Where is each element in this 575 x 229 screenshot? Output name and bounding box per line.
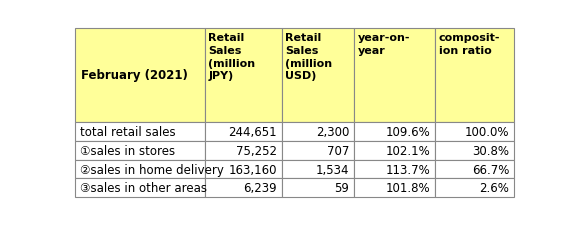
Text: February (2021): February (2021) xyxy=(81,69,187,82)
Text: 101.8%: 101.8% xyxy=(386,182,431,195)
Text: 163,160: 163,160 xyxy=(229,163,277,176)
Bar xyxy=(282,141,354,160)
Bar xyxy=(354,179,435,198)
Bar xyxy=(205,141,282,160)
Bar xyxy=(282,29,354,122)
Text: 100.0%: 100.0% xyxy=(465,125,509,138)
Text: 75,252: 75,252 xyxy=(236,144,277,157)
Text: 109.6%: 109.6% xyxy=(386,125,431,138)
Text: 113.7%: 113.7% xyxy=(386,163,431,176)
Text: 30.8%: 30.8% xyxy=(473,144,509,157)
Bar xyxy=(205,29,282,122)
Bar xyxy=(354,160,435,179)
Bar xyxy=(435,122,514,141)
Bar xyxy=(435,160,514,179)
Bar xyxy=(75,29,205,122)
Bar xyxy=(75,179,205,198)
Text: 1,534: 1,534 xyxy=(316,163,350,176)
Text: total retail sales: total retail sales xyxy=(80,125,175,138)
Text: ③sales in other areas: ③sales in other areas xyxy=(80,182,207,195)
Bar xyxy=(205,122,282,141)
Text: 2.6%: 2.6% xyxy=(480,182,509,195)
Bar xyxy=(435,29,514,122)
Text: 59: 59 xyxy=(335,182,350,195)
Text: 244,651: 244,651 xyxy=(228,125,277,138)
Bar xyxy=(75,141,205,160)
Bar xyxy=(282,160,354,179)
Bar xyxy=(282,122,354,141)
Bar xyxy=(354,141,435,160)
Text: 707: 707 xyxy=(327,144,350,157)
Bar xyxy=(354,29,435,122)
Text: 2,300: 2,300 xyxy=(316,125,350,138)
Bar xyxy=(354,122,435,141)
Text: 66.7%: 66.7% xyxy=(472,163,509,176)
Text: ②sales in home delivery: ②sales in home delivery xyxy=(80,163,224,176)
Bar xyxy=(435,141,514,160)
Bar xyxy=(205,179,282,198)
Text: Retail
Sales
(million
USD): Retail Sales (million USD) xyxy=(285,33,332,81)
Bar xyxy=(435,179,514,198)
Bar xyxy=(282,179,354,198)
Text: composit-
ion ratio: composit- ion ratio xyxy=(439,33,500,55)
Text: year-on-
year: year-on- year xyxy=(358,33,410,55)
Bar xyxy=(75,160,205,179)
Text: ①sales in stores: ①sales in stores xyxy=(80,144,175,157)
Text: 6,239: 6,239 xyxy=(243,182,277,195)
Text: 102.1%: 102.1% xyxy=(386,144,431,157)
Bar xyxy=(75,122,205,141)
Bar xyxy=(205,160,282,179)
Text: Retail
Sales
(million
JPY): Retail Sales (million JPY) xyxy=(208,33,255,81)
